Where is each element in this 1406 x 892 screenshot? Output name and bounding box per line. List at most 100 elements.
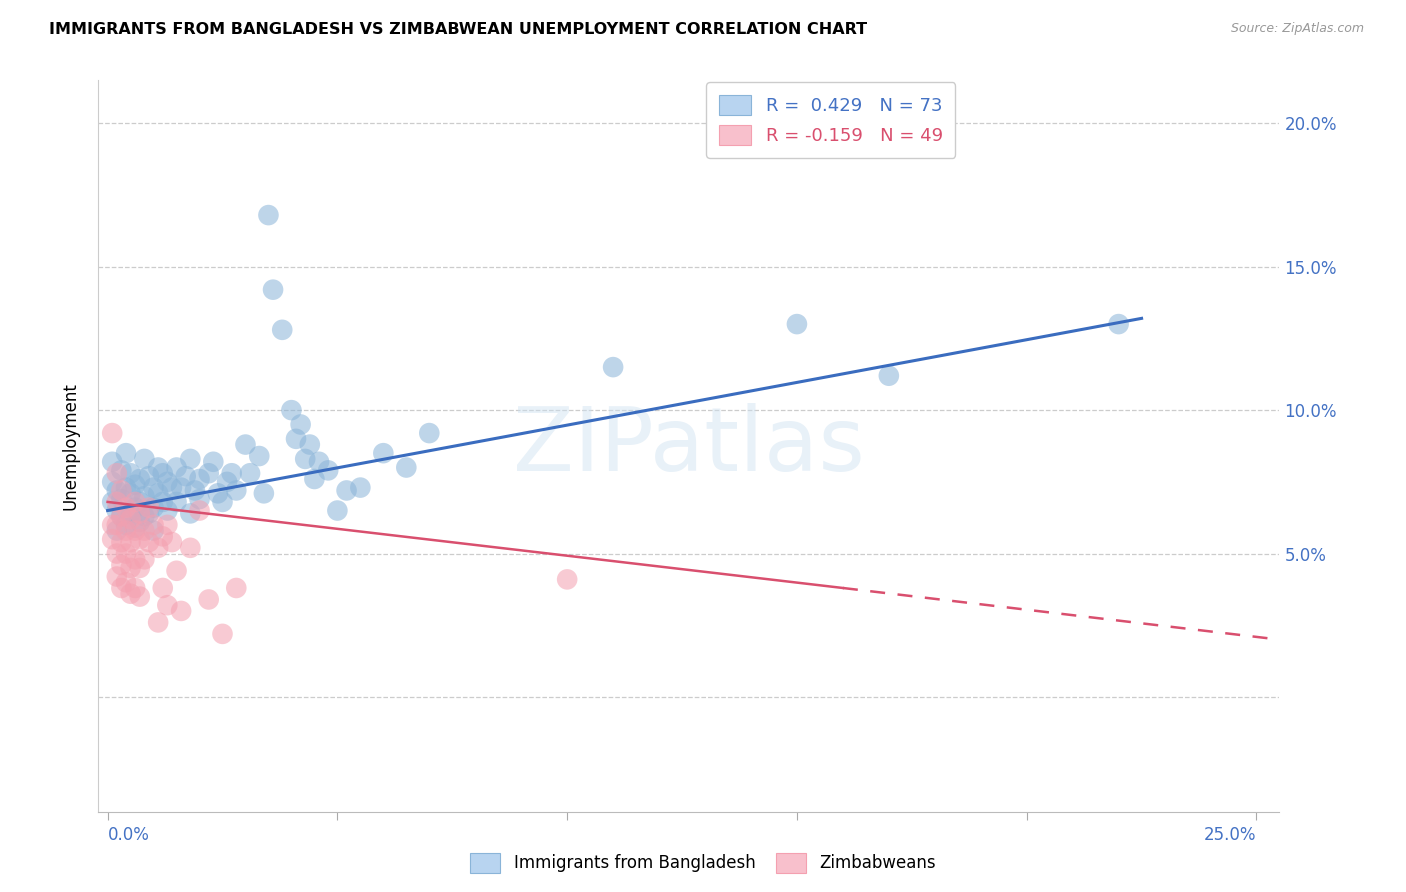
Point — [128, 515, 150, 529]
Point — [124, 500, 146, 515]
Point — [124, 477, 146, 491]
Legend: Immigrants from Bangladesh, Zimbabweans: Immigrants from Bangladesh, Zimbabweans — [464, 847, 942, 880]
Text: Source: ZipAtlas.com: Source: ZipAtlas.com — [1230, 22, 1364, 36]
Text: ZIPatlas: ZIPatlas — [513, 402, 865, 490]
Point — [156, 517, 179, 532]
Point — [373, 446, 395, 460]
Point — [115, 481, 138, 495]
Legend: R =  0.429   N = 73, R = -0.159   N = 49: R = 0.429 N = 73, R = -0.159 N = 49 — [706, 82, 955, 158]
Point — [120, 486, 142, 500]
Point — [128, 495, 150, 509]
Point — [253, 486, 276, 500]
Point — [134, 489, 156, 503]
Point — [335, 483, 357, 498]
Point — [217, 475, 239, 489]
Point — [101, 533, 124, 547]
Point — [152, 581, 174, 595]
Point — [128, 507, 150, 521]
Point — [115, 500, 138, 515]
Point — [166, 564, 188, 578]
Text: 25.0%: 25.0% — [1204, 826, 1257, 844]
Point — [146, 615, 169, 630]
Point — [105, 524, 128, 538]
Point — [105, 569, 128, 583]
Point — [128, 590, 150, 604]
Point — [101, 517, 124, 532]
Point — [271, 323, 294, 337]
Point — [262, 283, 284, 297]
Point — [146, 460, 169, 475]
Point — [110, 483, 132, 498]
Point — [110, 558, 132, 572]
Point — [110, 509, 132, 524]
Point — [298, 437, 321, 451]
Point — [128, 561, 150, 575]
Point — [101, 455, 124, 469]
Point — [128, 533, 150, 547]
Text: 0.0%: 0.0% — [108, 826, 149, 844]
Point — [179, 541, 201, 555]
Point — [101, 475, 124, 489]
Point — [115, 446, 138, 460]
Point — [170, 604, 193, 618]
Point — [134, 552, 156, 566]
Point — [308, 455, 330, 469]
Point — [239, 467, 262, 481]
Point — [786, 317, 808, 331]
Point — [179, 507, 201, 521]
Point — [120, 512, 142, 526]
Point — [115, 524, 138, 538]
Point — [156, 598, 179, 612]
Point — [105, 517, 128, 532]
Point — [101, 426, 124, 441]
Point — [134, 451, 156, 466]
Point — [110, 581, 132, 595]
Point — [124, 524, 146, 538]
Point — [124, 552, 146, 566]
Point — [602, 360, 624, 375]
Point — [124, 521, 146, 535]
Point — [152, 529, 174, 543]
Point — [124, 581, 146, 595]
Point — [110, 535, 132, 549]
Point — [146, 541, 169, 555]
Point — [225, 581, 247, 595]
Point — [221, 467, 243, 481]
Point — [197, 592, 219, 607]
Point — [115, 575, 138, 590]
Point — [105, 503, 128, 517]
Point — [211, 495, 233, 509]
Point — [152, 495, 174, 509]
Point — [418, 426, 440, 441]
Point — [105, 483, 128, 498]
Point — [138, 469, 160, 483]
Text: IMMIGRANTS FROM BANGLADESH VS ZIMBABWEAN UNEMPLOYMENT CORRELATION CHART: IMMIGRANTS FROM BANGLADESH VS ZIMBABWEAN… — [49, 22, 868, 37]
Point — [138, 535, 160, 549]
Point — [166, 460, 188, 475]
Point — [326, 503, 349, 517]
Point — [152, 467, 174, 481]
Point — [120, 535, 142, 549]
Point — [156, 503, 179, 517]
Point — [188, 472, 211, 486]
Point — [877, 368, 900, 383]
Point — [257, 208, 280, 222]
Point — [134, 524, 156, 538]
Point — [285, 432, 308, 446]
Point — [105, 467, 128, 481]
Point — [207, 486, 229, 500]
Point — [115, 517, 138, 532]
Point — [142, 517, 165, 532]
Point — [142, 500, 165, 515]
Point — [166, 495, 188, 509]
Point — [138, 500, 160, 515]
Point — [134, 509, 156, 524]
Point — [247, 449, 270, 463]
Point — [555, 573, 578, 587]
Point — [120, 561, 142, 575]
Point — [211, 627, 233, 641]
Point — [110, 463, 132, 477]
Point — [120, 507, 142, 521]
Point — [1108, 317, 1130, 331]
Point — [138, 507, 160, 521]
